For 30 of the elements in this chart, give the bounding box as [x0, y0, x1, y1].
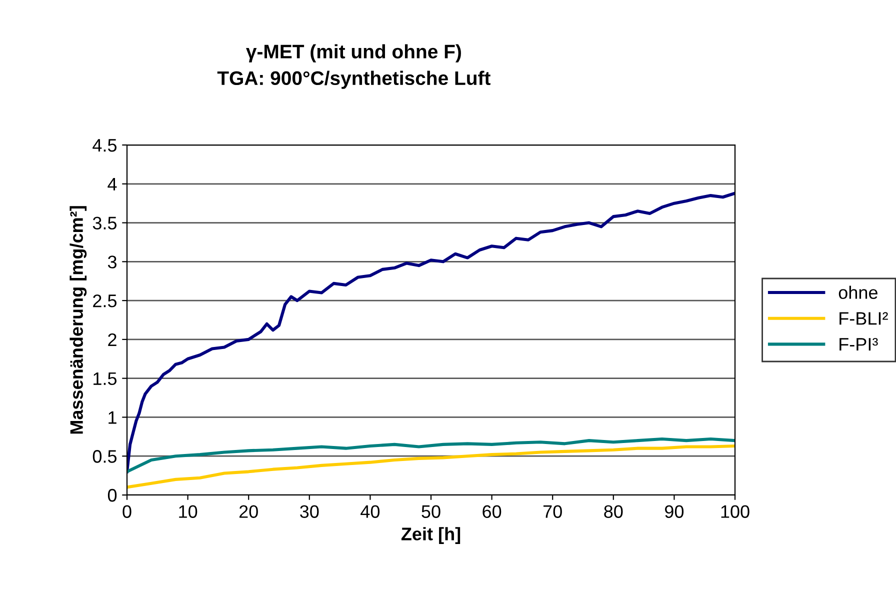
y-tick-label: 2 — [108, 333, 116, 346]
x-tick-label: 40 — [360, 505, 380, 518]
y-tick-label: 0 — [108, 488, 117, 502]
x-tick-label: 80 — [604, 505, 623, 518]
y-tick-label: 0.5 — [92, 450, 117, 463]
x-tick-label: 30 — [300, 505, 319, 518]
y-tick-label: 4.5 — [92, 139, 117, 152]
y-tick-label: 3 — [108, 256, 116, 268]
x-tick-label: 20 — [239, 505, 258, 518]
line-series — [127, 444, 735, 489]
line-series — [127, 192, 735, 474]
y-axis-title: Massenänderung [mg/cm²] — [70, 206, 87, 434]
y-tick-label: 3.5 — [92, 216, 117, 230]
y-tick-label: 1 — [108, 411, 116, 424]
legend-label: F-BLI² — [840, 312, 888, 325]
y-tick-label: 2.5 — [93, 294, 117, 308]
y-tick-label: 1.5 — [94, 372, 117, 386]
x-axis-title: Zeit [h] — [401, 527, 460, 544]
line-series — [127, 437, 735, 474]
legend-label: F-PI³ — [840, 338, 878, 351]
y-tick-label: 4 — [108, 178, 117, 190]
x-tick-label: 60 — [482, 505, 502, 518]
chart-title: γ-MET (mit und ohne F) TGA: 900°C/synthetische Luft — [217, 44, 490, 89]
legend-label: ohne — [838, 286, 878, 299]
x-tick-label: 50 — [422, 505, 440, 518]
x-tick-label: 10 — [179, 505, 198, 518]
x-tick-label: 90 — [665, 505, 684, 518]
x-tick-label: 70 — [543, 505, 562, 518]
x-tick-label: 0 — [122, 505, 132, 518]
x-tick-label: 100 — [721, 505, 750, 518]
